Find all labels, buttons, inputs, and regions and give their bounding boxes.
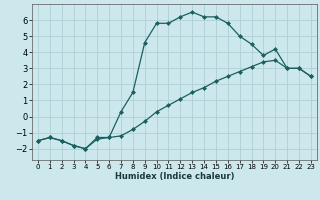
X-axis label: Humidex (Indice chaleur): Humidex (Indice chaleur) [115, 172, 234, 181]
